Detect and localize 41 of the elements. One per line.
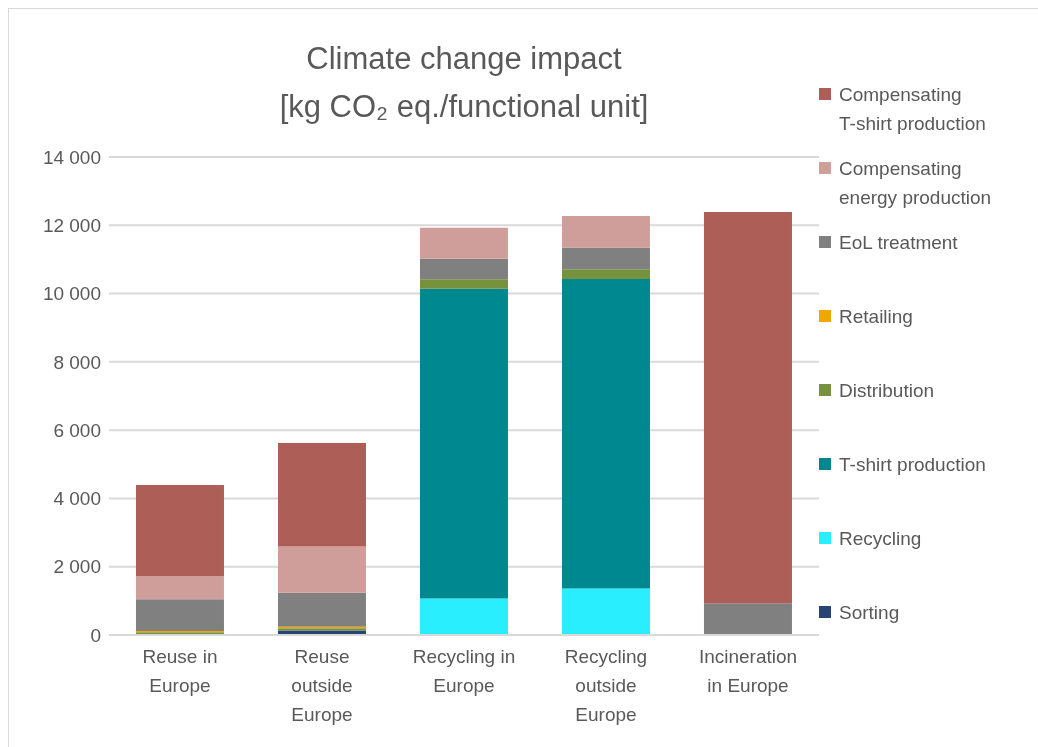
legend-label: EoL treatment (839, 232, 958, 253)
bar (561, 269, 650, 279)
legend-label: Distribution (839, 380, 935, 401)
bar (135, 485, 224, 576)
legend-label: T-shirt production (839, 454, 986, 475)
y-tick-label: 12 000 (42, 215, 101, 237)
x-tick-label: Reuse in Europe (142, 646, 218, 696)
bar (277, 546, 366, 593)
bar (135, 599, 224, 631)
legend-label: Compensating T-shirt production (839, 84, 986, 134)
bar (419, 279, 508, 289)
chart-title: Climate change impact (306, 41, 623, 76)
y-tick-label: 14 000 (42, 146, 101, 168)
legend-label: Retailing (839, 306, 913, 327)
y-tick-label: 2 000 (53, 556, 101, 578)
y-tick-label: 6 000 (53, 419, 101, 441)
bar (561, 588, 650, 635)
bar (561, 278, 650, 589)
y-tick-label: 8 000 (53, 351, 101, 373)
bar (561, 247, 650, 270)
bar (419, 288, 508, 599)
bar (135, 575, 224, 600)
x-tick-label: Incineration in Europe (698, 646, 798, 696)
x-tick-label: Recycling outside Europe (564, 646, 648, 725)
bar (419, 258, 508, 280)
bar (561, 216, 650, 248)
bar (703, 211, 792, 604)
y-tick-label: 10 000 (42, 283, 101, 305)
legend-label: Compensating energy production (839, 158, 992, 208)
x-tick-label: Reuse outside Europe (291, 646, 353, 725)
bar (277, 443, 366, 547)
bar (419, 598, 508, 635)
y-tick-label: 0 (90, 624, 101, 646)
chart-subtitle: [kg CO₂ eq./functional unit] (279, 89, 649, 124)
bar (703, 603, 792, 635)
legend-label: Sorting (839, 602, 900, 623)
bar (277, 592, 366, 627)
legend-label: Recycling (839, 528, 922, 549)
bar (419, 227, 508, 259)
y-tick-label: 4 000 (53, 488, 101, 510)
x-tick-label: Recycling in Europe (412, 646, 516, 696)
